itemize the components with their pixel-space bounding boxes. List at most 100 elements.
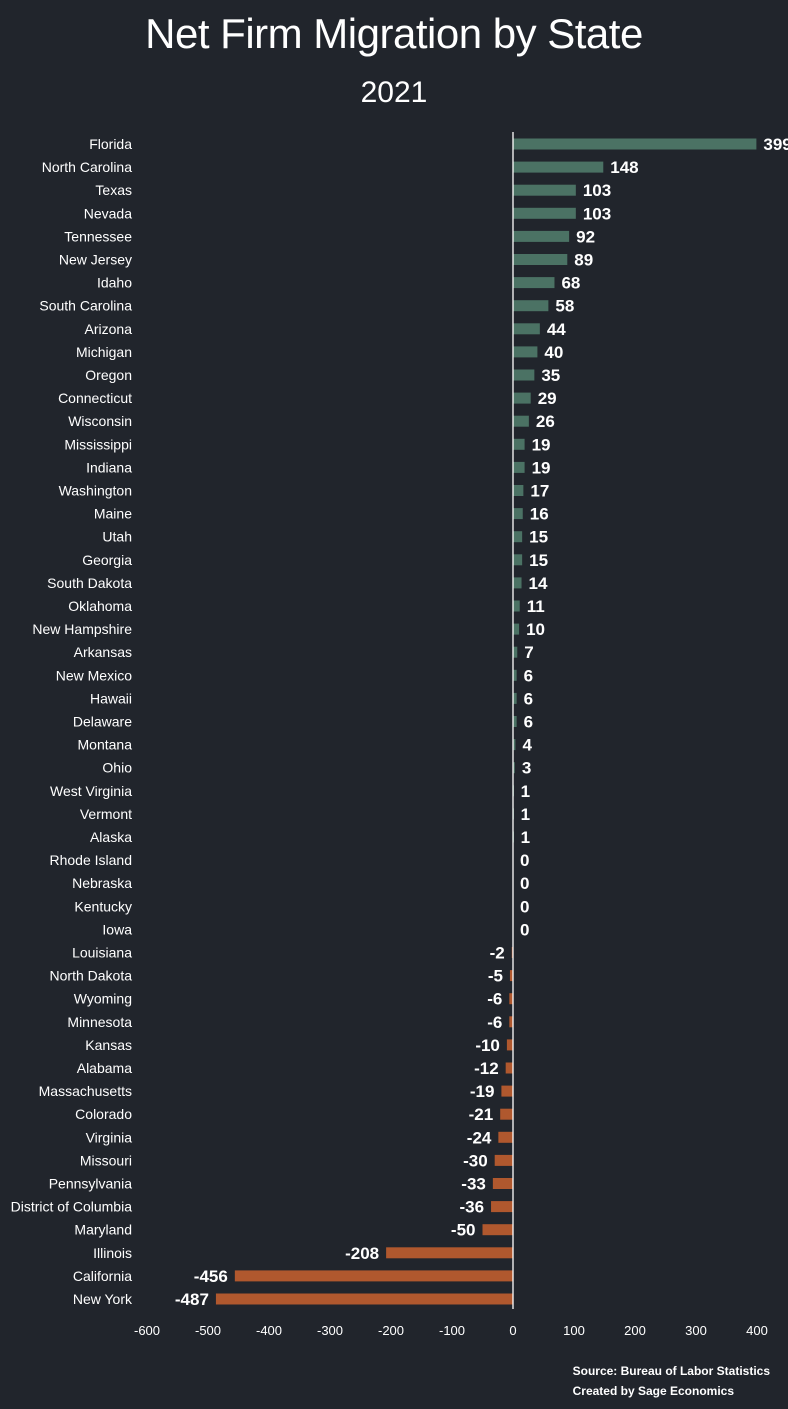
category-label: Wisconsin (68, 413, 132, 429)
category-label: South Carolina (39, 298, 132, 314)
category-label: District of Columbia (11, 1199, 133, 1215)
bar (513, 230, 570, 242)
data-label: 148 (610, 158, 638, 177)
data-label: -2 (490, 944, 505, 963)
bar (513, 716, 517, 727)
category-label: Rhode Island (49, 852, 132, 868)
bar (498, 1131, 513, 1143)
data-label: 0 (520, 851, 529, 870)
bar (494, 1154, 513, 1166)
category-label: North Dakota (50, 968, 133, 984)
data-label: 92 (576, 227, 595, 246)
bar (513, 623, 520, 635)
bar (513, 669, 517, 681)
category-label: Montana (78, 737, 133, 753)
data-label: -24 (467, 1128, 492, 1147)
x-tick-label: 100 (563, 1323, 585, 1338)
bar (513, 692, 517, 704)
bar (513, 438, 525, 450)
x-tick-label: -500 (195, 1323, 221, 1338)
category-label: Missouri (80, 1152, 132, 1168)
category-label: Connecticut (58, 390, 132, 406)
category-label: Indiana (86, 459, 132, 475)
category-label: Utah (102, 529, 132, 545)
bar (492, 1178, 513, 1189)
data-label: 6 (524, 666, 533, 685)
data-label: -33 (461, 1175, 486, 1194)
category-label: Delaware (73, 714, 132, 730)
data-label: -50 (451, 1221, 476, 1240)
category-label: Virginia (86, 1129, 133, 1145)
category-label: Oklahoma (68, 598, 132, 614)
category-label: Massachusetts (39, 1083, 132, 1099)
data-label: -456 (194, 1267, 228, 1286)
data-label: 19 (532, 435, 551, 454)
data-label: 17 (530, 482, 549, 501)
bar (500, 1108, 513, 1120)
data-label: 3 (522, 759, 531, 778)
data-label: 399 (763, 135, 788, 154)
data-label: -36 (459, 1198, 484, 1217)
category-label: Ohio (102, 760, 132, 776)
data-label: 0 (520, 897, 529, 916)
data-label: 0 (520, 920, 529, 939)
bar (234, 1270, 513, 1282)
data-label: 35 (541, 366, 560, 385)
category-label: Maine (94, 506, 132, 522)
data-label: -6 (487, 1013, 502, 1032)
category-label: Florida (89, 136, 132, 152)
chart-title: Net Firm Migration by State (145, 10, 643, 57)
data-label: 14 (529, 574, 548, 593)
data-label: 16 (530, 505, 549, 524)
category-label: Colorado (75, 1106, 132, 1122)
chart-footer: Source: Bureau of Labor Statistics Creat… (573, 1361, 770, 1401)
bar (513, 300, 549, 312)
data-label: -208 (345, 1244, 379, 1263)
category-label: New Jersey (59, 252, 132, 268)
category-label: New York (73, 1291, 133, 1307)
bar (482, 1224, 513, 1236)
data-label: 7 (524, 643, 533, 662)
category-label: Washington (59, 483, 132, 499)
data-label: 15 (529, 528, 548, 547)
data-label: 6 (524, 689, 533, 708)
category-label: North Carolina (42, 159, 132, 175)
data-label: 6 (524, 713, 533, 732)
category-label: New Mexico (56, 667, 132, 683)
bar (513, 184, 576, 196)
data-label: 89 (574, 251, 593, 270)
category-label: Vermont (80, 806, 132, 822)
bar (386, 1247, 513, 1259)
data-label: 4 (522, 736, 532, 755)
bar (513, 323, 540, 335)
data-label: -10 (475, 1036, 500, 1055)
data-label: 44 (547, 320, 566, 339)
category-label: Maryland (74, 1222, 132, 1238)
x-tick-label: 200 (624, 1323, 646, 1338)
bar (513, 369, 535, 381)
category-label: Arkansas (74, 644, 132, 660)
bar (513, 254, 568, 265)
bar (513, 461, 525, 473)
bar (513, 508, 523, 520)
category-label: West Virginia (50, 783, 132, 799)
bar (513, 138, 757, 150)
x-tick-label: -600 (134, 1323, 160, 1338)
data-label: 15 (529, 551, 548, 570)
category-label: Nevada (84, 205, 132, 221)
data-label: -30 (463, 1151, 488, 1170)
bar (513, 161, 604, 173)
bar (513, 600, 520, 612)
data-label: 1 (521, 782, 530, 801)
bar (509, 993, 513, 1005)
data-label: 58 (555, 297, 574, 316)
bar (513, 277, 555, 289)
data-label: 103 (583, 204, 611, 223)
x-tick-label: 0 (509, 1323, 516, 1338)
bar (513, 392, 531, 404)
data-label: -6 (487, 990, 502, 1009)
category-label: Alaska (90, 829, 132, 845)
category-label: Georgia (82, 552, 132, 568)
category-label: Mississippi (64, 436, 132, 452)
category-label: Texas (95, 182, 132, 198)
